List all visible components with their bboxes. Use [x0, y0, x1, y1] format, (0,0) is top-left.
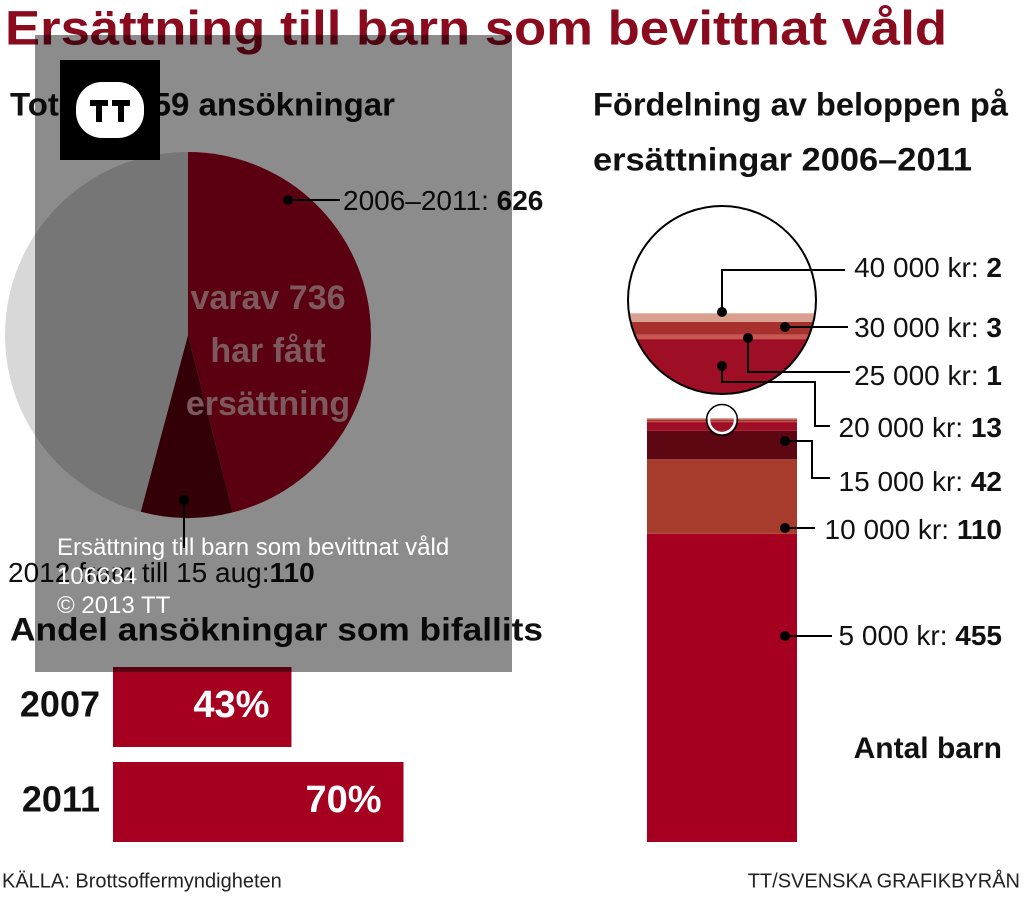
overlay-id: 106634	[57, 563, 138, 590]
stack-segment	[647, 419, 797, 422]
legend-name: 5 000 kr:	[839, 620, 956, 651]
bar	[113, 667, 292, 747]
leader-line	[747, 338, 850, 373]
category-label: 2007	[20, 684, 100, 725]
leader-dot	[780, 436, 790, 446]
zoom-segment	[628, 321, 816, 335]
leader-dot	[780, 523, 790, 533]
pie-slice	[140, 335, 233, 519]
stack-title: Fördelning av beloppen på	[593, 86, 1008, 122]
main-title: Ersättning till barn som bevittnat våld	[5, 3, 947, 56]
legend-name: 40 000 kr:	[854, 252, 986, 283]
leader-dot	[743, 333, 753, 343]
watermark-overlay: Ersättning till barn som bevittnat våld …	[35, 35, 512, 672]
leader-dot	[780, 322, 790, 332]
legend-value: 110	[957, 514, 1002, 545]
legend-label: 10 000 kr: 110	[825, 514, 1002, 545]
pie-slice	[4, 152, 188, 512]
value-label: 43%	[193, 684, 269, 726]
slice-name: 2012 fram till 15 aug:	[8, 557, 270, 588]
legend-label: 20 000 kr: 13	[839, 412, 1002, 443]
zoom-segment	[628, 334, 816, 340]
legend-value: 13	[971, 412, 1002, 443]
value-label: 70%	[305, 779, 381, 821]
pie-annotation: har fått	[210, 332, 325, 370]
stack-segment	[647, 533, 797, 842]
leader-dot	[717, 361, 727, 371]
stack-segment	[647, 421, 797, 423]
legend-name: 20 000 kr:	[839, 412, 971, 443]
overlay-caption: Ersättning till barn som bevittnat våld	[57, 534, 450, 561]
stack-segment	[647, 418, 797, 420]
stack-segment	[647, 459, 797, 534]
leader-line	[721, 366, 830, 427]
legend-value: 1	[986, 360, 1002, 391]
leader-line	[785, 440, 830, 479]
legend-name: 15 000 kr:	[839, 466, 971, 497]
slice-name: 2006–2011:	[343, 185, 497, 216]
slice-value: 626	[497, 185, 544, 216]
pie-annotation: varav 736	[190, 279, 345, 317]
zoom-origin-ring	[705, 403, 739, 437]
axis-label: Antal barn	[854, 732, 1002, 765]
legend-label: 15 000 kr: 42	[839, 466, 1002, 497]
stack-segment	[647, 422, 797, 431]
legend-value: 3	[986, 312, 1002, 343]
overlay-copyright: © 2013 TT	[57, 592, 171, 619]
legend-label: 40 000 kr: 2	[854, 252, 1002, 283]
legend-value: 42	[971, 466, 1002, 497]
legend-label: 25 000 kr: 1	[854, 360, 1002, 391]
legend-label: 30 000 kr: 3	[854, 312, 1002, 343]
overlay-text: Ersättning till barn som bevittnat våld …	[57, 533, 497, 620]
category-label: 2011	[22, 779, 100, 820]
zoom-segment	[628, 313, 816, 322]
leader-line	[721, 269, 845, 312]
legend-name: 30 000 kr:	[854, 312, 986, 343]
legend-name: 10 000 kr:	[825, 514, 957, 545]
credit: TT/SVENSKA GRAFIKBYRÅN	[748, 869, 1020, 892]
leader-dot	[780, 631, 790, 641]
pie-slice	[188, 152, 371, 513]
slice-value: 110	[270, 557, 315, 588]
legend-name: 25 000 kr:	[854, 360, 986, 391]
tt-logo	[60, 60, 160, 160]
slice-label: 2006–2011: 626	[343, 185, 543, 216]
slice-label: 2012 fram till 15 aug:110	[8, 557, 315, 588]
legend-label: 5 000 kr: 455	[839, 620, 1002, 651]
stack-title: ersättningar 2006–2011	[593, 141, 972, 177]
legend-value: 2	[986, 252, 1002, 283]
zoom-origin	[707, 405, 737, 435]
zoom-circle	[627, 205, 817, 395]
legend-value: 455	[955, 620, 1002, 651]
pie-annotation: ersättning	[186, 385, 350, 423]
source: KÄLLA: Brottsoffermyndigheten	[2, 870, 282, 892]
bar-title: Andel ansökningar som bifallits	[10, 611, 543, 647]
bar	[113, 762, 404, 842]
leader-dot	[717, 307, 727, 317]
